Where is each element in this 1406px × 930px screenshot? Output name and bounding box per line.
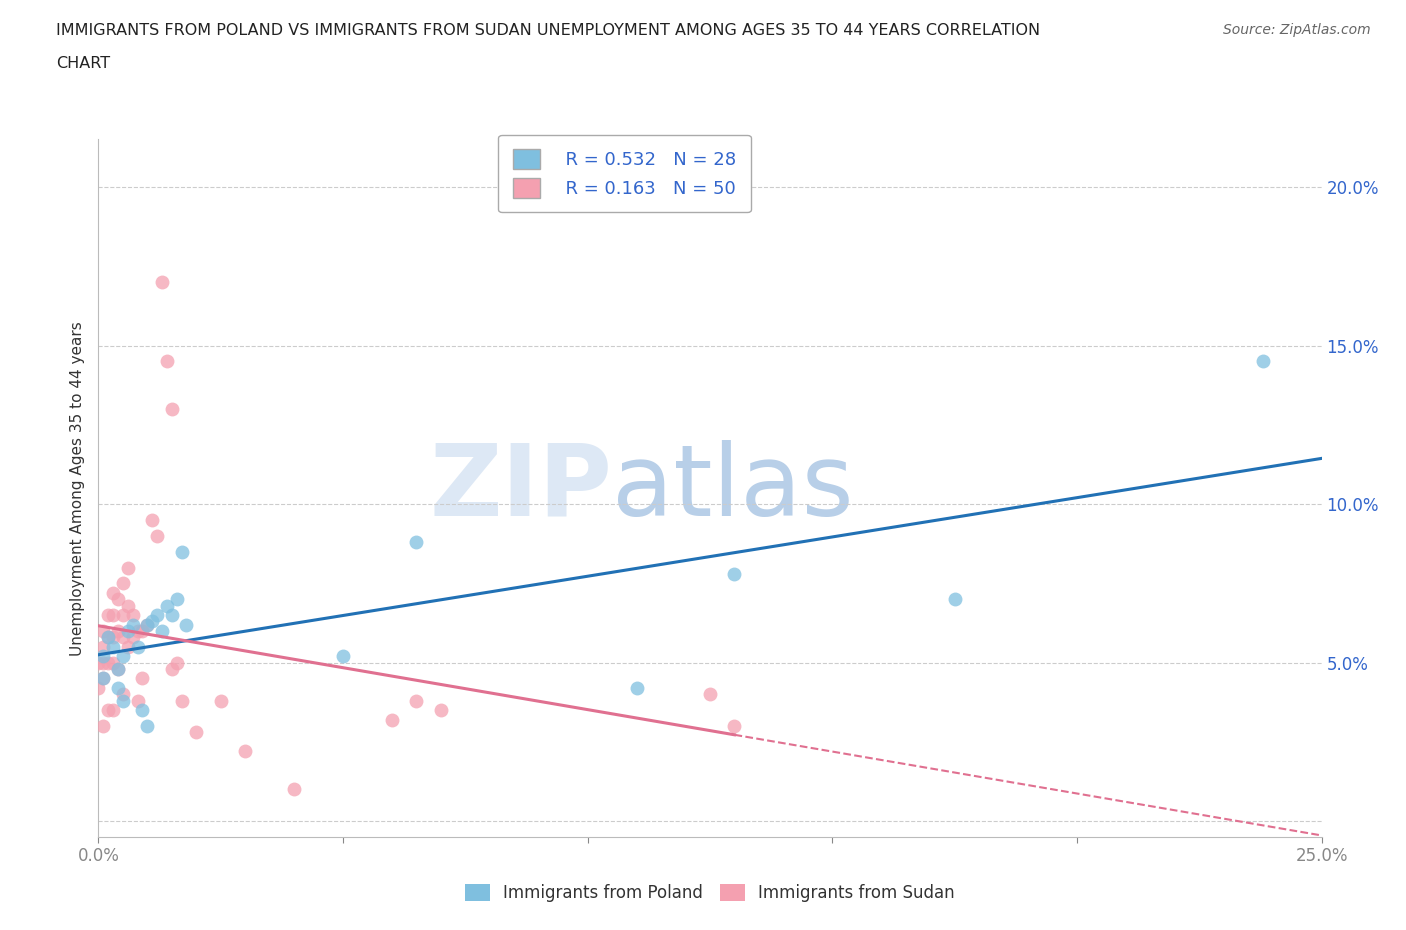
Point xyxy=(131,703,153,718)
Point xyxy=(111,687,134,702)
Point xyxy=(101,639,124,654)
Point xyxy=(160,661,183,676)
Point xyxy=(943,591,966,606)
Point xyxy=(146,528,169,543)
Point xyxy=(101,703,124,718)
Point xyxy=(117,560,139,575)
Point xyxy=(381,712,404,727)
Point xyxy=(91,671,114,686)
Point xyxy=(723,719,745,734)
Point xyxy=(107,661,129,676)
Point xyxy=(283,782,305,797)
Point xyxy=(150,274,173,289)
Point xyxy=(117,639,139,654)
Point xyxy=(146,607,169,622)
Point xyxy=(91,623,114,638)
Point xyxy=(150,623,173,638)
Point xyxy=(699,687,721,702)
Point xyxy=(160,402,183,417)
Point xyxy=(101,586,124,601)
Point xyxy=(233,744,256,759)
Point xyxy=(91,719,114,734)
Point xyxy=(117,598,139,613)
Point xyxy=(156,598,179,613)
Legend: Immigrants from Poland, Immigrants from Sudan: Immigrants from Poland, Immigrants from … xyxy=(458,877,962,909)
Point xyxy=(136,719,159,734)
Point xyxy=(131,671,153,686)
Point xyxy=(176,618,198,632)
Point xyxy=(626,681,648,696)
Point xyxy=(107,591,129,606)
Point xyxy=(127,693,149,708)
Point xyxy=(101,630,124,644)
Text: IMMIGRANTS FROM POLAND VS IMMIGRANTS FROM SUDAN UNEMPLOYMENT AMONG AGES 35 TO 44: IMMIGRANTS FROM POLAND VS IMMIGRANTS FRO… xyxy=(56,23,1040,38)
Text: CHART: CHART xyxy=(56,56,110,71)
Point xyxy=(111,607,134,622)
Point xyxy=(430,703,453,718)
Point xyxy=(332,649,354,664)
Point xyxy=(91,649,114,664)
Text: Source: ZipAtlas.com: Source: ZipAtlas.com xyxy=(1223,23,1371,37)
Point xyxy=(127,623,149,638)
Text: ZIP: ZIP xyxy=(429,440,612,537)
Point xyxy=(405,535,427,550)
Point xyxy=(136,618,159,632)
Point xyxy=(97,630,120,644)
Point xyxy=(111,693,134,708)
Text: atlas: atlas xyxy=(612,440,853,537)
Point xyxy=(156,354,179,369)
Point xyxy=(166,655,188,670)
Point xyxy=(131,623,153,638)
Point xyxy=(136,618,159,632)
Point xyxy=(91,655,114,670)
Point xyxy=(121,630,143,644)
Point xyxy=(160,607,183,622)
Point xyxy=(97,630,120,644)
Point xyxy=(166,591,188,606)
Point xyxy=(127,639,149,654)
Point xyxy=(91,671,114,686)
Point xyxy=(723,566,745,581)
Point xyxy=(107,623,129,638)
Point xyxy=(87,655,110,670)
Point xyxy=(209,693,232,708)
Point xyxy=(1251,354,1274,369)
Point xyxy=(141,614,163,629)
Point xyxy=(186,725,208,740)
Point xyxy=(170,693,193,708)
Point xyxy=(121,618,143,632)
Point xyxy=(101,655,124,670)
Point xyxy=(87,681,110,696)
Point xyxy=(97,703,120,718)
Point xyxy=(97,655,120,670)
Y-axis label: Unemployment Among Ages 35 to 44 years: Unemployment Among Ages 35 to 44 years xyxy=(69,321,84,656)
Point xyxy=(101,607,124,622)
Point xyxy=(405,693,427,708)
Point xyxy=(107,681,129,696)
Point xyxy=(117,623,139,638)
Point xyxy=(107,661,129,676)
Point xyxy=(111,576,134,591)
Point xyxy=(111,649,134,664)
Point xyxy=(141,512,163,527)
Point xyxy=(170,544,193,559)
Point xyxy=(91,639,114,654)
Point xyxy=(111,630,134,644)
Point xyxy=(97,607,120,622)
Point xyxy=(121,607,143,622)
